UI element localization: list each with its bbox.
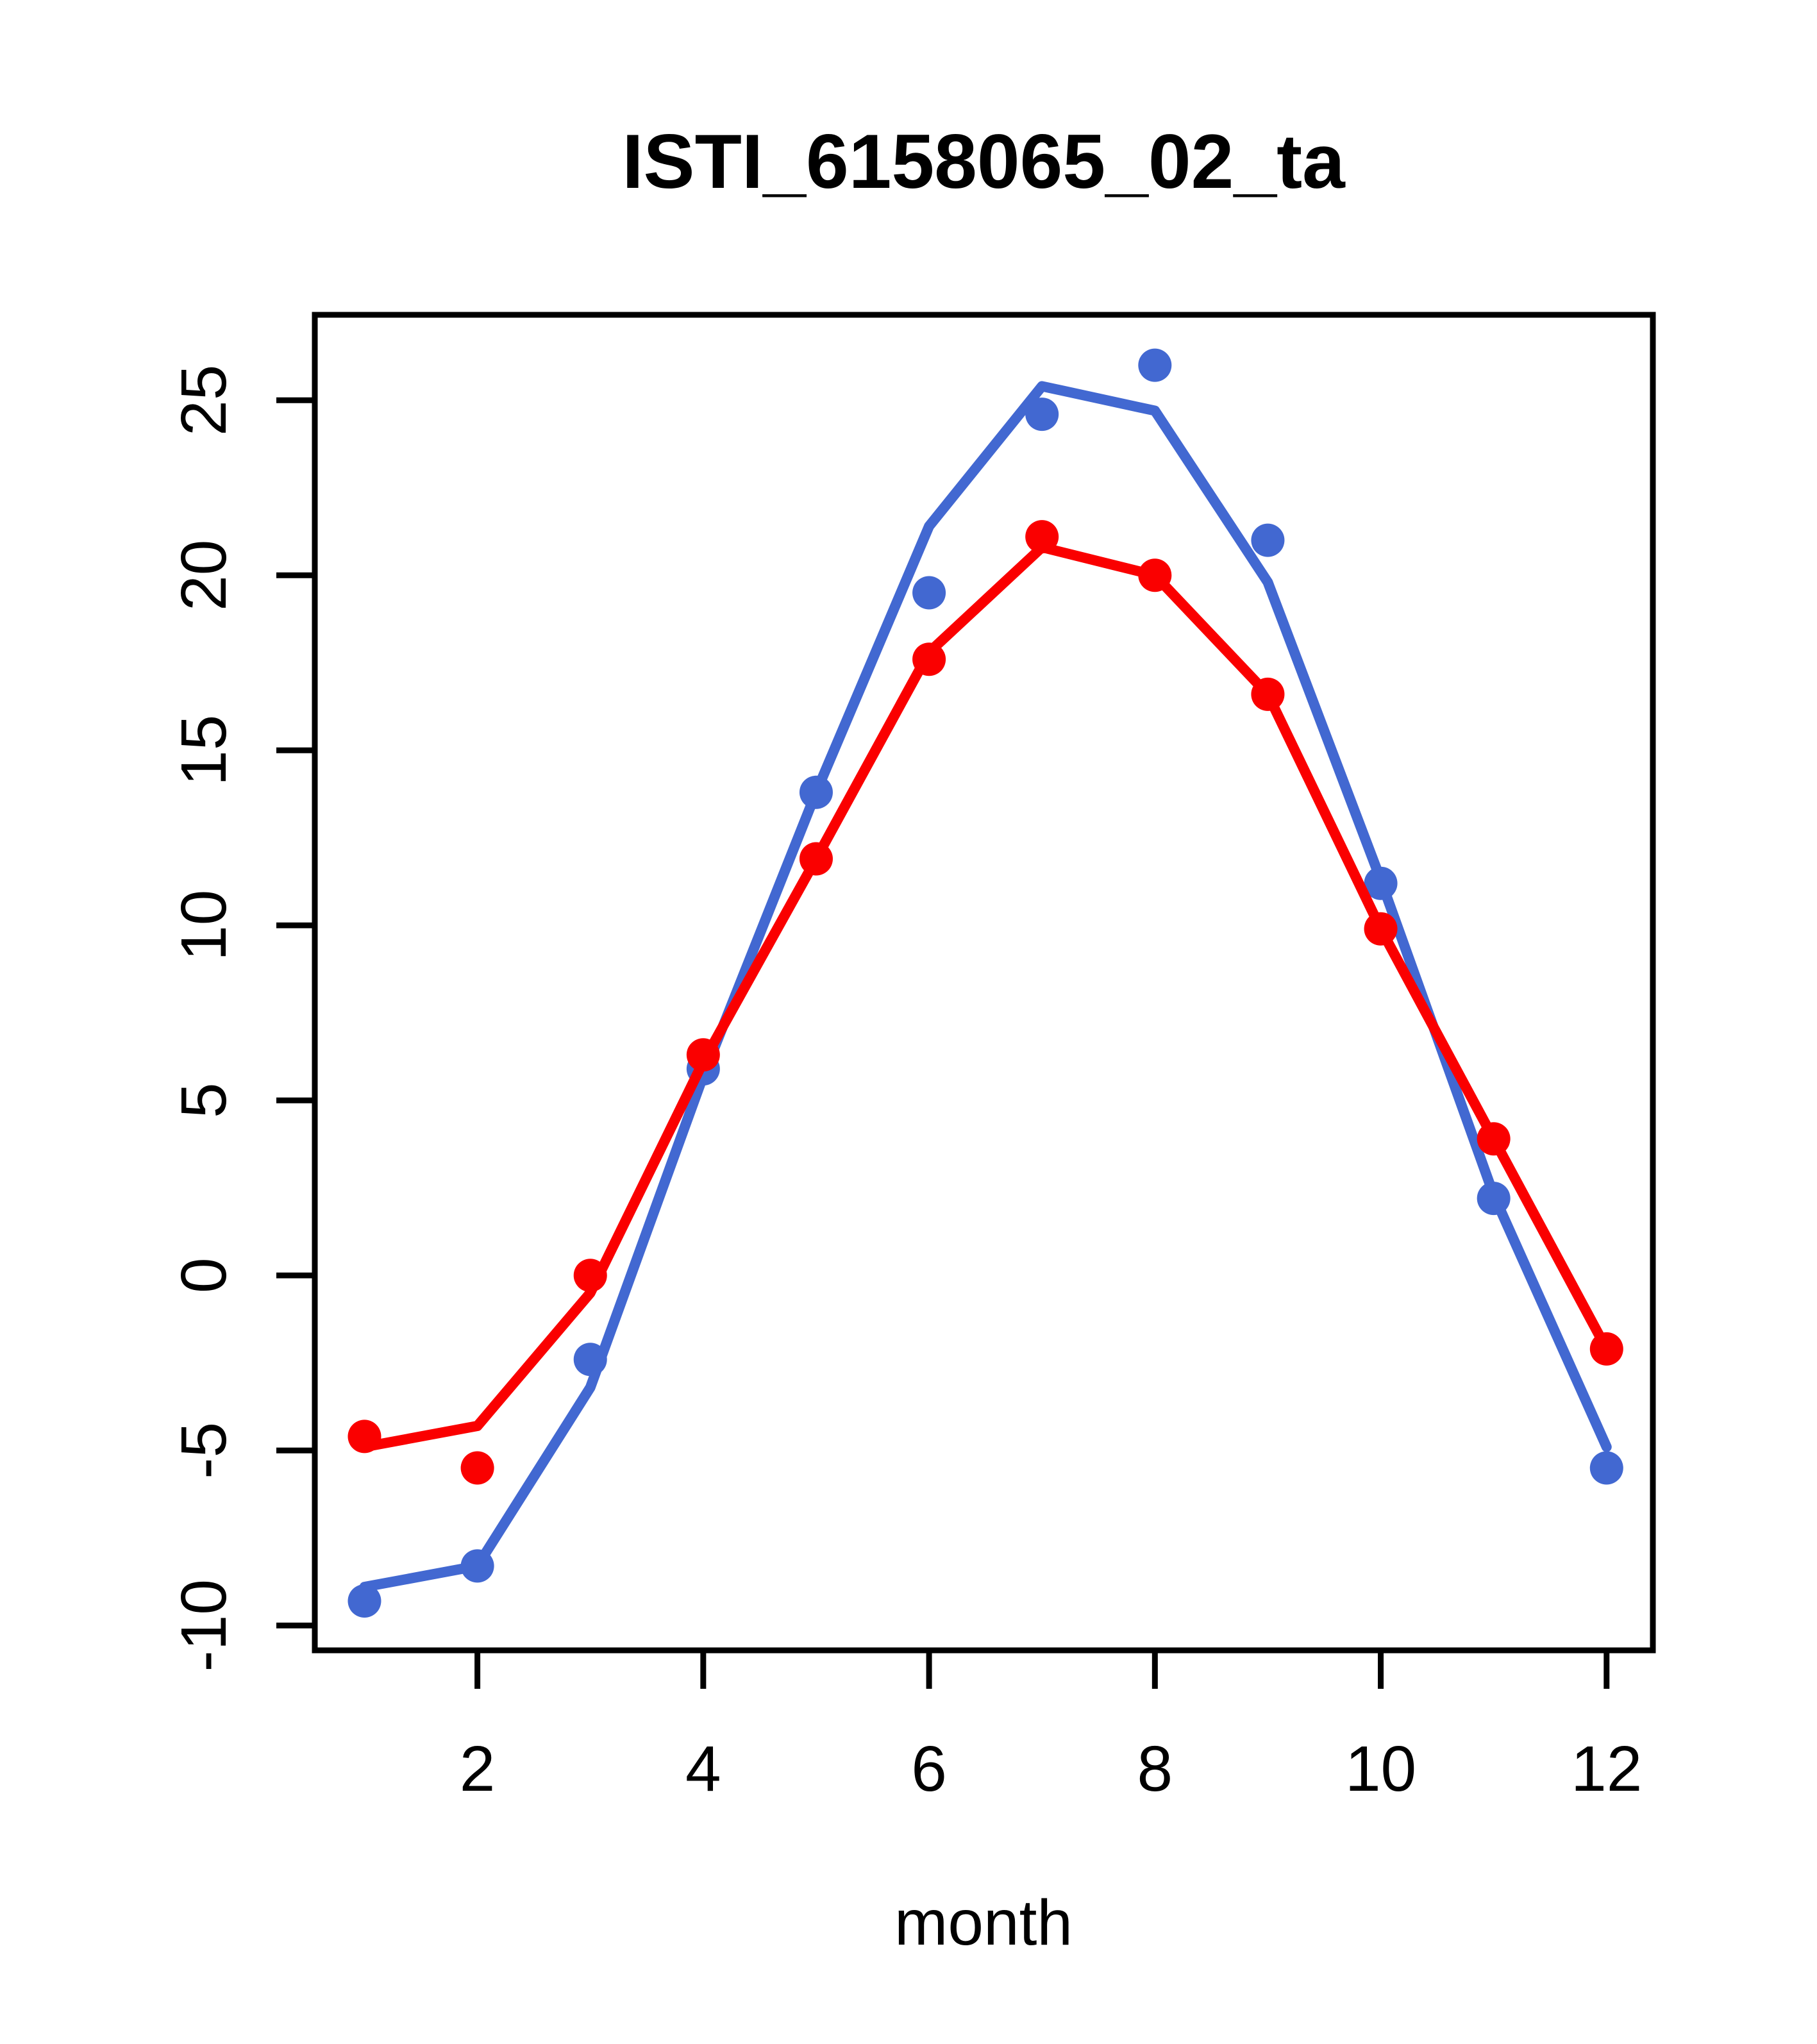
red-monthly-points-point [573,1259,607,1293]
x-tick-label: 12 [1571,1733,1642,1805]
y-tick-label: 20 [168,540,240,611]
red-monthly-points-point [1477,1122,1511,1156]
blue-monthly-points-point [460,1549,494,1583]
y-tick-label: 25 [168,365,240,436]
blue-monthly-points-point [1477,1182,1511,1216]
blue-fitted-line [359,381,1612,1593]
x-tick-label: 2 [460,1733,496,1805]
blue-monthly-points-point [912,576,946,610]
blue-monthly-points-point [1589,1451,1623,1485]
blue-monthly-points-point [1251,523,1285,557]
y-tick-label: 10 [168,890,240,961]
red-monthly-points [347,520,1623,1485]
x-axis-label: month [894,1887,1073,1959]
blue-monthly-points-point [799,775,833,809]
red-monthly-points-point [1025,520,1059,554]
x-tick-label: 10 [1345,1733,1416,1805]
red-monthly-points-point [1589,1332,1623,1366]
x-tick-label: 6 [911,1733,947,1805]
red-monthly-points-point [1251,677,1285,711]
x-tick-label: 4 [685,1733,721,1805]
red-monthly-points-point [686,1038,720,1072]
blue-monthly-points [347,348,1623,1618]
red-monthly-points-point [1364,912,1398,946]
red-monthly-points-point [347,1420,381,1453]
y-tick-label: -5 [168,1422,240,1479]
blue-monthly-points-point [573,1343,607,1377]
red-fitted-line [359,542,1612,1452]
y-tick-label: 5 [168,1082,240,1118]
y-tick-label: 15 [168,715,240,786]
y-tick-label: -10 [168,1579,240,1672]
x-tick-label: 8 [1137,1733,1173,1805]
y-axis: -10 -5 0 5 10 15 20 25 [168,365,315,1672]
blue-monthly-points-point [347,1584,381,1618]
red-monthly-points-point [1138,558,1172,592]
red-monthly-points-point [460,1451,494,1485]
red-monthly-points-point [912,642,946,676]
chart-title: ISTI_6158065_02_ta [622,119,1346,205]
red-monthly-points-point [799,842,833,876]
blue-monthly-points-point [1025,398,1059,431]
plot-box [312,312,1656,1654]
series-layer [347,348,1623,1618]
x-axis: 2 4 6 8 10 12 [460,1650,1642,1805]
blue-monthly-points-point [1138,348,1172,382]
blue-monthly-points-point [1364,866,1398,900]
y-tick-label: 0 [168,1257,240,1293]
